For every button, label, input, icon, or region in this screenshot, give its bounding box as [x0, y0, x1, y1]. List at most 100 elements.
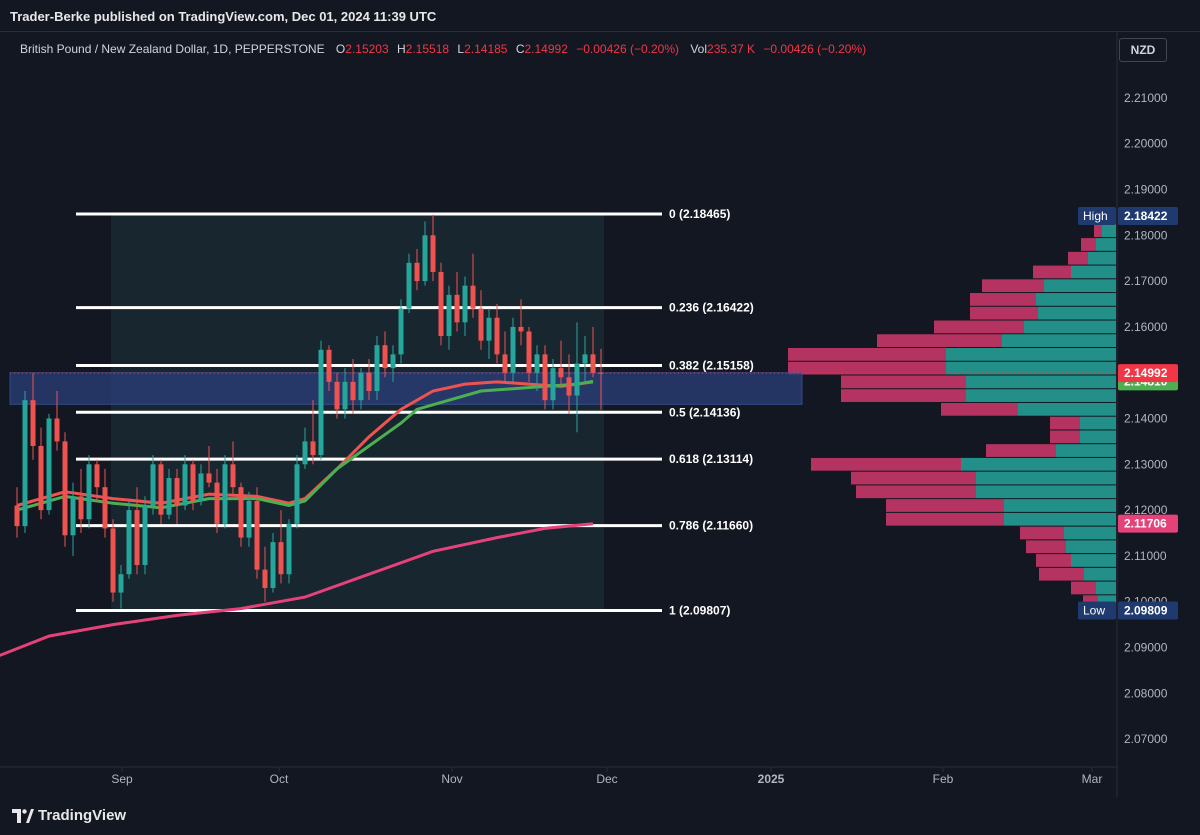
open-value: 2.15203 [345, 42, 389, 56]
volume-profile-up-bar [1002, 334, 1116, 348]
volume-profile-down-bar [811, 457, 961, 471]
candle-body [182, 464, 188, 506]
price-tick-label: 2.09000 [1124, 641, 1168, 655]
candle-body [438, 271, 444, 337]
candle-body [54, 418, 60, 442]
volume-profile-down-bar [986, 444, 1056, 457]
candle-body [206, 473, 212, 483]
volume-profile-up-bar [1036, 293, 1116, 306]
volume-profile-up-bar [946, 361, 1116, 375]
volume-profile-up-bar [1096, 238, 1116, 251]
candle-body [118, 574, 124, 593]
candle-body [574, 363, 580, 396]
volume-profile-down-bar [1050, 430, 1080, 444]
candle-body [598, 372, 604, 374]
high-price-tag-label: High [1083, 209, 1108, 223]
time-tick-label: Feb [933, 772, 954, 786]
vol-value: 235.37 K [707, 42, 756, 56]
candle-body [502, 354, 508, 373]
candle-body [134, 510, 140, 566]
candle-body [262, 569, 268, 588]
low-label: L [457, 42, 465, 56]
symbol-name[interactable]: British Pound / New Zealand Dollar, 1D, … [20, 42, 325, 56]
time-tick-label: Sep [111, 772, 133, 786]
volume-profile-down-bar [877, 334, 1002, 348]
volume-profile-up-bar [1056, 444, 1116, 457]
currency-button[interactable]: NZD [1119, 38, 1167, 62]
candle-body [510, 326, 516, 373]
volume-profile-up-bar [966, 375, 1116, 389]
candle-body [486, 317, 492, 341]
candle-body [566, 377, 572, 396]
candle-body [366, 372, 372, 392]
candle-body [110, 528, 116, 593]
candle-body [150, 464, 156, 506]
price-tick-label: 2.16000 [1124, 320, 1168, 334]
price-tick-label: 2.21000 [1124, 91, 1168, 105]
candle-body [70, 496, 76, 536]
price-tick-label: 2.12000 [1124, 503, 1168, 517]
low-price-value: 2.09809 [1124, 603, 1168, 617]
candle-body [358, 372, 364, 401]
volume-profile-down-bar [941, 402, 1018, 416]
price-tick-label: 2.13000 [1124, 457, 1168, 471]
candle-body [126, 510, 132, 575]
volume-profile-down-bar [970, 306, 1038, 320]
volume-profile-down-bar [788, 348, 946, 361]
support-zone [9, 372, 1117, 405]
fib-retracement: 0 (2.18465) 0.236 (2.16422) 0.382 (2.15158… [76, 207, 754, 618]
volume-profile-up-bar [1096, 581, 1116, 595]
candle-body [174, 478, 180, 506]
top-bar: Trader-Berke published on TradingView.co… [0, 0, 1200, 32]
candle-body [318, 349, 324, 456]
volume-profile-up-bar [1102, 224, 1116, 238]
candle-body [166, 478, 172, 515]
candle-body [246, 500, 252, 538]
candle-body [278, 542, 284, 575]
candle-body [374, 345, 380, 392]
time-axis[interactable]: Sep Oct Nov Dec 2025 Feb Mar [0, 766, 1117, 786]
vol-label: Vol [690, 42, 708, 56]
candle-body [494, 317, 500, 355]
price-tick-label: 2.18000 [1124, 228, 1168, 242]
volume-profile-down-bar [1050, 416, 1080, 430]
candle-body [142, 505, 148, 566]
fib-level-label: 0 (2.18465) [669, 207, 730, 221]
volume-profile-down-bar [886, 512, 1004, 526]
candle-body [582, 354, 588, 364]
volume-profile-down-bar [1071, 581, 1096, 595]
price-tick-label: 2.20000 [1124, 137, 1168, 151]
candle-body [350, 381, 356, 401]
fib-level-label: 0.5 (2.14136) [669, 405, 740, 419]
time-tick-label: Dec [596, 772, 617, 786]
volume-profile-up-bar [1084, 567, 1116, 581]
candle-body [294, 464, 300, 524]
volume-profile-down-bar [1036, 554, 1071, 567]
last-price-badge [1118, 364, 1178, 383]
candle-body [534, 354, 540, 373]
candle-body [310, 441, 316, 456]
volume-profile-up-bar [1071, 265, 1116, 279]
high-price-badge [1118, 206, 1178, 225]
candle-body [230, 464, 236, 488]
candle-body [38, 445, 44, 511]
candle-body [342, 381, 348, 410]
volume-profile-up-bar [1044, 279, 1116, 293]
price-axis[interactable]: 2.21000 2.20000 2.19000 2.18000 2.17000 2.160… [1078, 32, 1178, 797]
candle-body [470, 285, 476, 309]
candle-body [422, 235, 428, 282]
candle-body [550, 368, 556, 401]
tradingview-logo-icon [12, 809, 34, 823]
high-price-value: 2.18422 [1124, 209, 1168, 223]
ema-long-price-badge [1118, 514, 1178, 533]
volume-profile-down-bar [1026, 540, 1066, 554]
price-chart[interactable]: 0 (2.18465) 0.236 (2.16422) 0.382 (2.15158… [0, 0, 1200, 797]
time-tick-label: Nov [441, 772, 462, 786]
open-label: O [335, 42, 346, 56]
volume-profile-down-bar [1068, 251, 1088, 265]
change-value: −0.00426 (−0.20%) [576, 42, 679, 56]
candle-body [430, 235, 436, 272]
volume-profile-up-bar [966, 389, 1116, 402]
vol-change-value: −0.00426 (−0.20%) [763, 42, 867, 56]
candle-body [94, 464, 100, 488]
